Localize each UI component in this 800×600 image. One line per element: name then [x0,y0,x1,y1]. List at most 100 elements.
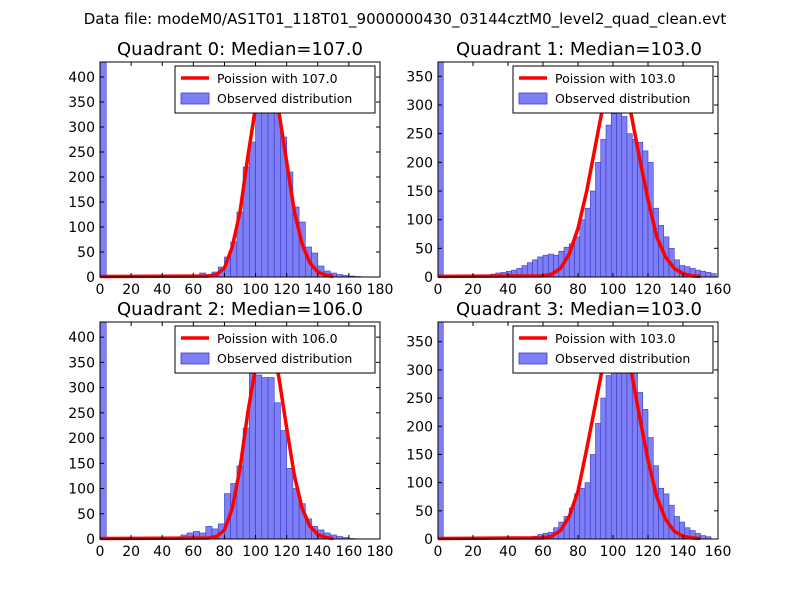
panel-quadrant-2: Quadrant 2: Median=106.0 0 20 40 60 80 100 120… [68,299,393,560]
legend-label-observed: Observed distribution [217,351,352,366]
histogram-bar [267,96,275,278]
y-tick-label: 50 [415,504,433,520]
panel-title: Quadrant 3: Median=103.0 [456,299,702,320]
histogram-bar [255,374,263,540]
y-tick-label: 50 [77,507,95,523]
histogram-bar [605,124,612,278]
x-tick-label: 140 [304,544,331,560]
x-tick-label: 40 [499,282,517,298]
x-tick-label: 180 [367,544,394,560]
y-tick-label: 250 [406,127,433,143]
histogram-bar [600,397,607,540]
y-tick-label: 300 [68,381,95,397]
x-tick-label: 20 [464,544,482,560]
x-tick-label: 80 [216,544,234,560]
histogram-bar [579,487,586,540]
histogram-bar [584,207,591,278]
histogram-bar [621,116,628,278]
y-tick-label: 100 [406,476,433,492]
y-tick-label: 250 [68,145,95,161]
x-tick-label: 120 [635,544,662,560]
legend-label-poisson: Poission with 103.0 [555,331,676,346]
panel-title: Quadrant 0: Median=107.0 [117,39,363,60]
histogram-bar [610,347,617,540]
y-tick-label: 0 [424,270,433,286]
histogram-bar [605,375,612,540]
x-tick-label: 100 [242,544,269,560]
histogram-bar [631,139,638,278]
histogram-bar [584,482,591,540]
histogram-bar [710,273,717,278]
x-tick-label: 0 [434,544,443,560]
histogram-bar [437,61,444,278]
y-tick-label: 0 [86,270,95,286]
y-tick-label: 50 [77,245,95,261]
y-tick-label: 100 [406,213,433,229]
x-tick-label: 40 [499,544,517,560]
y-tick-label: 100 [68,482,95,498]
y-tick-label: 0 [424,532,433,548]
histogram-bar [616,104,623,278]
x-tick-label: 120 [273,282,300,298]
histogram-bar [668,504,675,540]
histogram-bar [595,162,602,278]
histogram-bar [280,430,287,540]
histogram-bar [273,402,281,540]
histogram-bar [700,535,707,540]
x-tick-label: 60 [184,282,202,298]
x-tick-label: 160 [705,282,732,298]
x-tick-label: 20 [122,282,140,298]
y-tick-label: 150 [68,456,95,472]
x-tick-label: 100 [242,282,269,298]
histogram-bar [600,139,607,278]
histogram-bar [626,133,633,278]
y-tick-label: 350 [406,69,433,85]
y-tick-label: 350 [406,335,433,351]
y-tick-label: 200 [68,170,95,186]
histogram-bar [99,321,107,540]
x-tick-label: 0 [434,282,443,298]
x-tick-label: 60 [534,282,552,298]
histogram-bar [610,113,617,278]
legend-bar-swatch [518,92,548,105]
legend: Poission with 103.0 Observed distribution [512,325,714,374]
y-tick-label: 300 [406,98,433,114]
legend-bar-swatch [180,352,210,365]
y-tick-label: 50 [415,241,433,257]
figure-title: Data file: modeM0/AS1T01_118T01_90000004… [84,10,727,29]
axes-frame [99,321,381,540]
panel-quadrant-0: Quadrant 0: Median=107.0 0 20 40 60 80 100 120… [68,39,393,298]
y-tick-label: 300 [68,120,95,136]
panel-quadrant-1: Quadrant 1: Median=103.0 0 20 40 60 80 100 120… [406,39,731,298]
histogram-bar [99,61,107,278]
x-tick-label: 0 [96,544,105,560]
legend-bar-swatch [180,92,210,105]
y-tick-label: 100 [68,220,95,236]
y-tick-label: 200 [68,431,95,447]
histogram-bar [537,256,544,278]
y-tick-label: 150 [406,447,433,463]
legend-bar-swatch [518,352,548,365]
y-tick-label: 350 [68,355,95,371]
y-tick-label: 400 [68,330,95,346]
panel-title: Quadrant 1: Median=103.0 [456,39,702,60]
y-tick-label: 150 [68,195,95,211]
histogram-bar [267,377,275,540]
histogram-bar [249,141,256,278]
histogram-bar [273,111,281,278]
histogram-bar [574,236,581,278]
x-tick-label: 80 [569,282,587,298]
histogram-bar [595,423,602,540]
x-tick-label: 140 [670,282,697,298]
histogram-bar [705,272,712,278]
x-tick-label: 100 [600,282,627,298]
histogram-bar [261,104,269,278]
x-tick-label: 40 [153,282,171,298]
legend-label-poisson: Poission with 107.0 [217,71,338,86]
y-tick-label: 150 [406,184,433,200]
axes-frame [99,61,381,278]
panel-quadrant-3: Quadrant 3: Median=103.0 0 20 40 60 80 100 120… [406,299,731,560]
legend: Poission with 107.0 Observed distribution [174,65,376,114]
legend-label-poisson: Poission with 103.0 [555,71,676,86]
